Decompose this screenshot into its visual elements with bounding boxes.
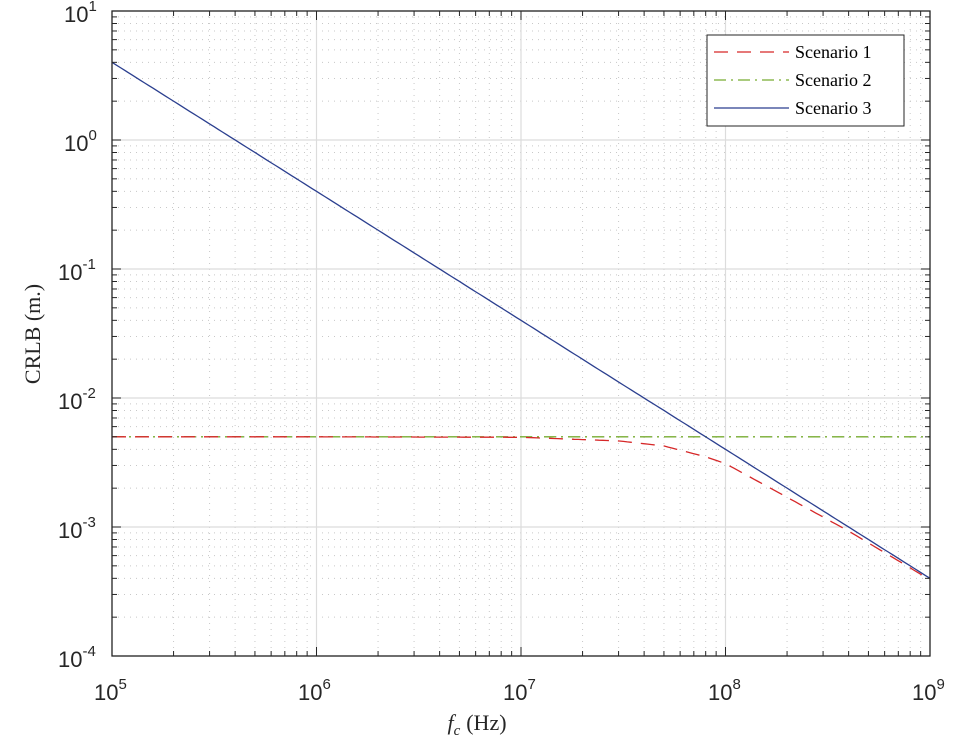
x-tick-label: 106 [298, 676, 331, 705]
axes-box [111, 10, 931, 657]
legend-item-scenario-2: Scenario 2 [714, 70, 871, 90]
legend: Scenario 1 Scenario 2 Scenario 3 [706, 34, 905, 127]
x-axis-title: fc (Hz) [447, 710, 506, 739]
curves [111, 61, 931, 581]
x-tick-label: 105 [94, 676, 127, 705]
legend-label: Scenario 3 [795, 98, 871, 118]
x-tick-label: 108 [708, 676, 741, 705]
x-tick-label: 109 [912, 676, 945, 705]
legend-label: Scenario 2 [795, 70, 871, 90]
y-tick-labels: 10-4 10-3 10-2 10-1 100 101 [58, 0, 97, 672]
x-tick-label: 107 [503, 676, 536, 705]
y-tick-label: 10-1 [58, 256, 96, 285]
legend-label: Scenario 1 [795, 42, 871, 62]
x-tick-labels: 105 106 107 108 109 [94, 676, 945, 705]
y-tick-label: 100 [64, 127, 97, 156]
legend-item-scenario-1: Scenario 1 [714, 42, 871, 62]
y-tick-label: 101 [64, 0, 97, 27]
y-tick-label: 10-4 [58, 643, 96, 672]
y-tick-label: 10-3 [58, 514, 96, 543]
y-tick-label: 10-2 [58, 385, 96, 414]
legend-item-scenario-3: Scenario 3 [714, 98, 871, 118]
y-axis-title: CRLB (m.) [20, 284, 45, 384]
scenario-3-line [111, 61, 931, 579]
scenario-1-line [112, 436, 931, 581]
